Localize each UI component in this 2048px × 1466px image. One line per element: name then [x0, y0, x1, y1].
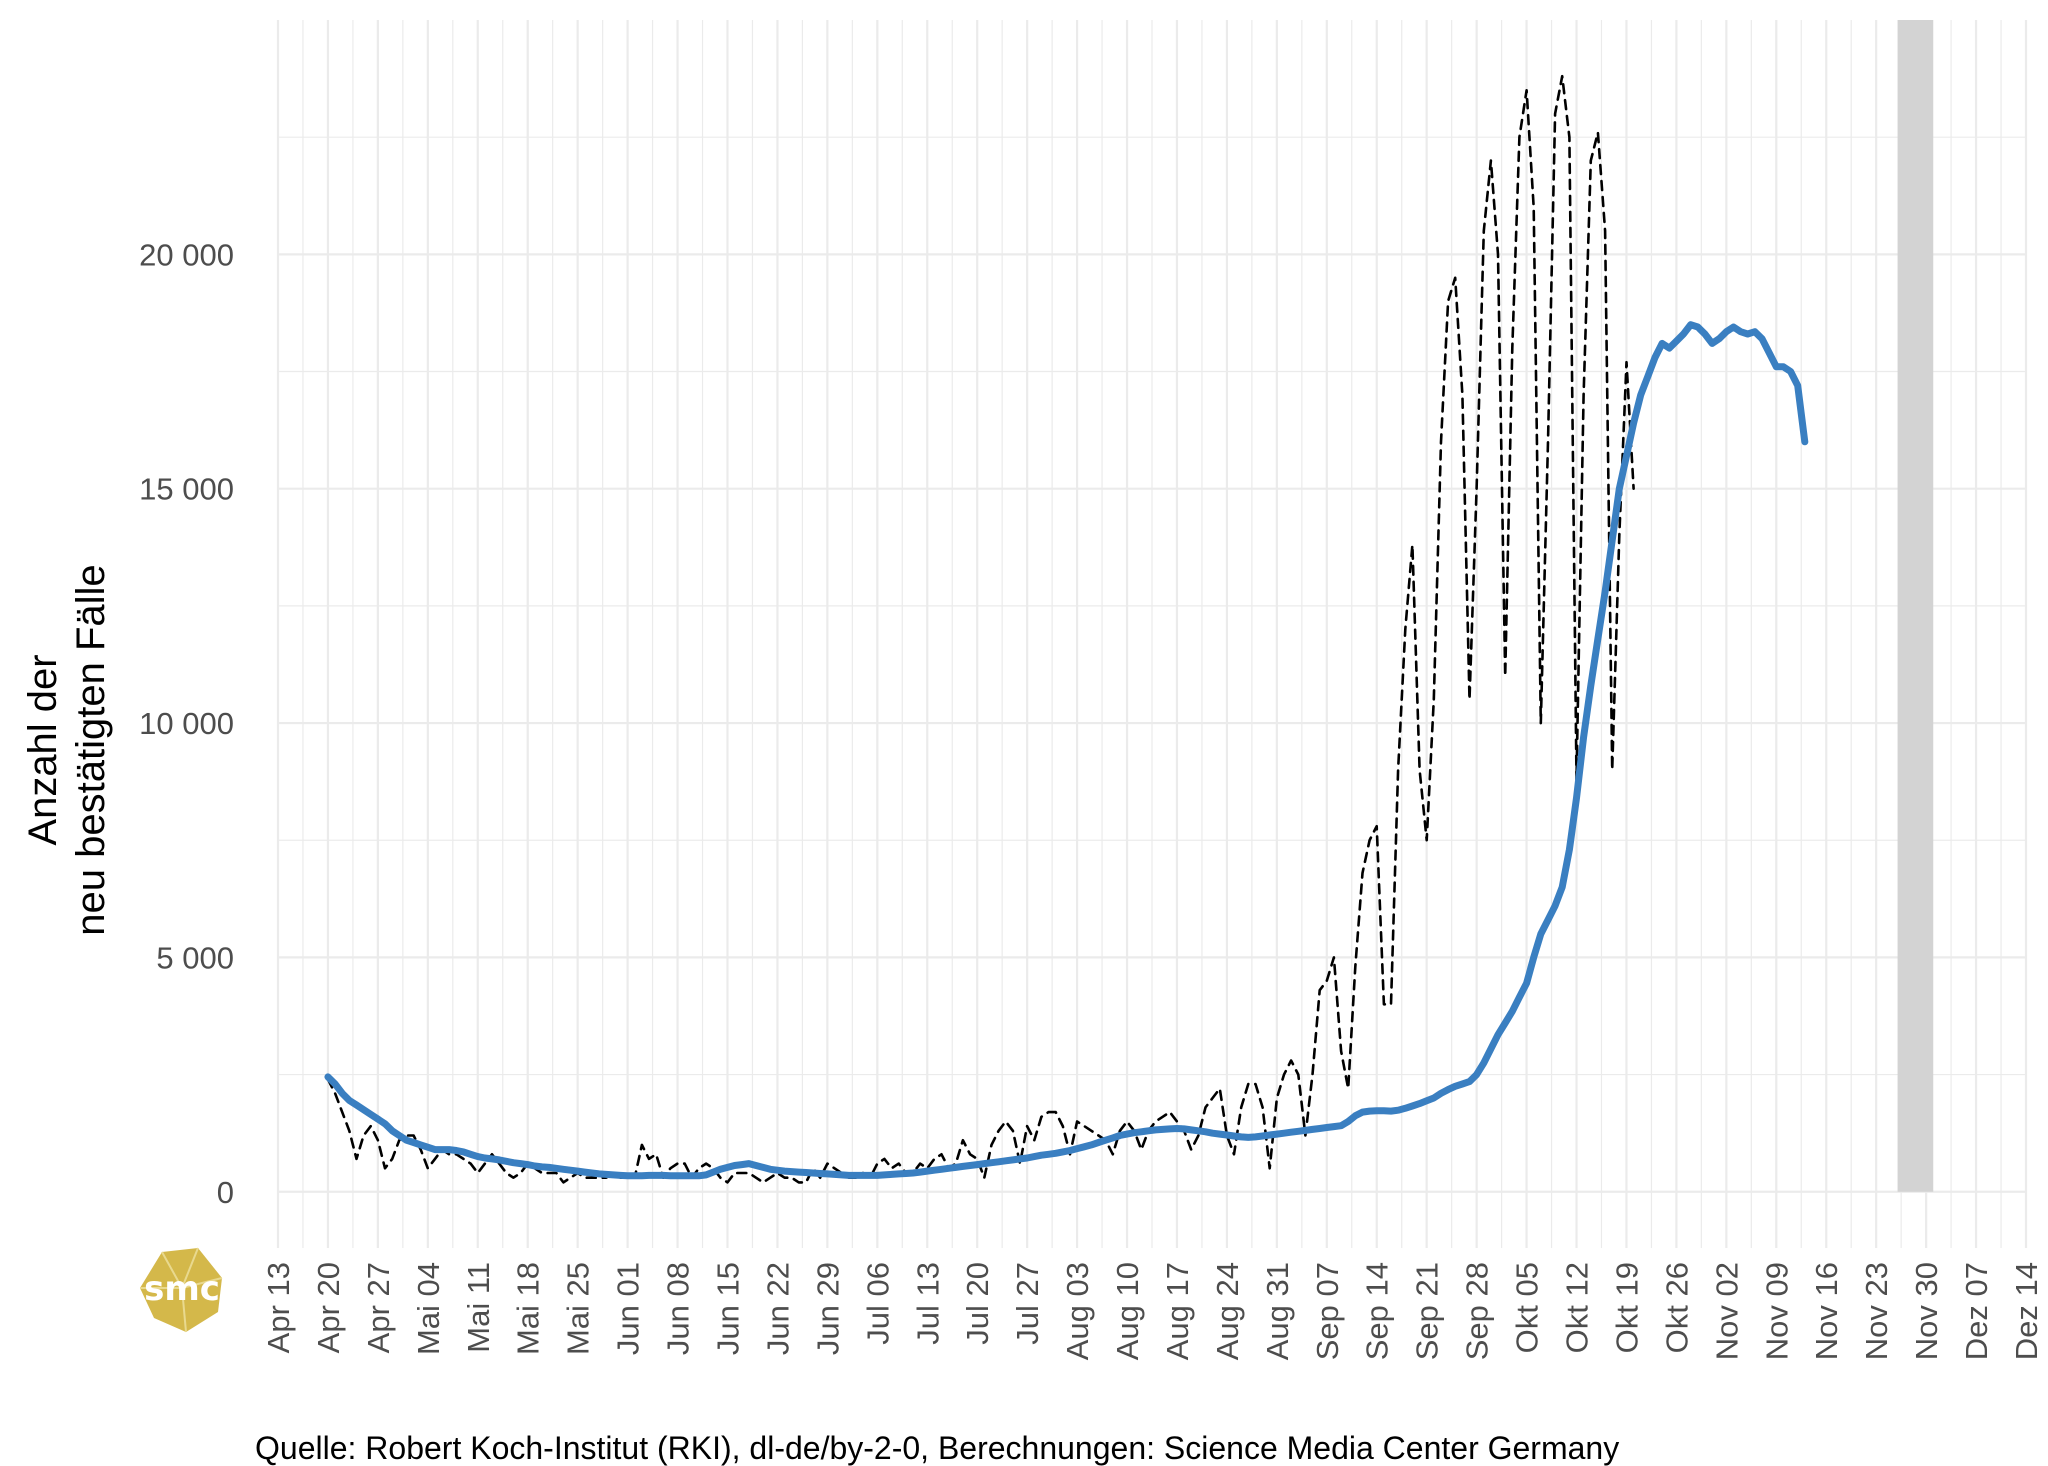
- x-tick-label: Mai 04: [411, 1262, 446, 1355]
- x-tick-label: Aug 03: [1060, 1262, 1095, 1360]
- y-tick-label: 20 000: [139, 237, 234, 272]
- x-tick-label: Okt 12: [1560, 1262, 1595, 1353]
- x-tick-label: Mai 11: [461, 1262, 496, 1353]
- x-tick-label: Jun 29: [810, 1262, 845, 1355]
- smc-logo-shape: [140, 1248, 222, 1332]
- x-tick-label: Jun 08: [661, 1262, 696, 1355]
- x-tick-label: Dez 07: [1959, 1262, 1994, 1360]
- x-tick-label: Jun 22: [760, 1262, 795, 1355]
- x-tick-label: Jun 15: [711, 1262, 746, 1355]
- x-tick-label: Okt 05: [1510, 1262, 1545, 1353]
- shaded-region: [1897, 20, 1934, 1192]
- x-tick-label: Nov 16: [1809, 1262, 1844, 1360]
- x-tick-label: Sep 14: [1360, 1262, 1395, 1360]
- y-tick-labels: 0 5 000 10 000 15 000 20 000: [139, 237, 234, 1209]
- x-tick-label: Aug 31: [1260, 1262, 1295, 1360]
- smoothed-cases-line: [324, 321, 1809, 1180]
- x-tick-label: Jul 13: [910, 1262, 945, 1345]
- y-tick-label: 5 000: [156, 940, 234, 975]
- major-gridlines: [276, 20, 2028, 1248]
- x-tick-label: Mai 18: [511, 1262, 546, 1355]
- x-tick-label: Okt 19: [1610, 1262, 1645, 1353]
- x-tick-labels: Apr 13 Apr 20 Apr 27 Mai 04 Mai 11 Mai 18 Mai …: [261, 1262, 2044, 1360]
- x-tick-label: Nov 23: [1859, 1262, 1894, 1360]
- x-tick-label: Sep 07: [1310, 1262, 1345, 1360]
- x-tick-label: Mai 25: [561, 1262, 596, 1355]
- x-tick-label: Nov 02: [1709, 1262, 1744, 1360]
- y-tick-label: 15 000: [139, 472, 234, 507]
- x-tick-label: Apr 20: [311, 1262, 346, 1353]
- x-tick-label: Dez 14: [2009, 1262, 2044, 1360]
- x-tick-label: Jul 06: [860, 1262, 895, 1345]
- x-tick-label: Jul 27: [1010, 1262, 1045, 1345]
- series-group: [324, 74, 1809, 1184]
- x-tick-label: Jul 20: [960, 1262, 995, 1345]
- x-tick-label: Aug 10: [1110, 1262, 1145, 1360]
- smc-logo-facet: [181, 1287, 187, 1333]
- minor-gridlines: [278, 20, 2026, 1248]
- x-tick-label: Okt 26: [1659, 1262, 1694, 1353]
- x-tick-label: Nov 09: [1759, 1262, 1794, 1360]
- x-tick-label: Sep 21: [1410, 1262, 1445, 1360]
- x-tick-label: Jun 01: [611, 1262, 646, 1355]
- x-tick-label: Aug 24: [1210, 1262, 1245, 1360]
- smc-logo-text: smc: [144, 1269, 220, 1309]
- x-tick-label: Sep 28: [1460, 1262, 1495, 1360]
- x-tick-label: Apr 27: [361, 1262, 396, 1353]
- y-tick-label: 10 000: [139, 706, 234, 741]
- x-tick-label: Apr 13: [261, 1262, 296, 1353]
- smc-logo: smc: [140, 1247, 223, 1333]
- source-caption: Quelle: Robert Koch-Institut (RKI), dl-d…: [255, 1430, 1620, 1466]
- y-axis-label-line-2: neu bestätigten Fälle: [69, 564, 113, 935]
- y-axis-label-line-1: Anzahl der: [21, 654, 65, 845]
- x-tick-label: Nov 30: [1909, 1262, 1944, 1360]
- y-tick-label: 0: [217, 1175, 234, 1210]
- x-tick-label: Aug 17: [1160, 1262, 1195, 1360]
- daily-cases-line: [326, 74, 1635, 1184]
- smc-logo-facet: [181, 1277, 223, 1289]
